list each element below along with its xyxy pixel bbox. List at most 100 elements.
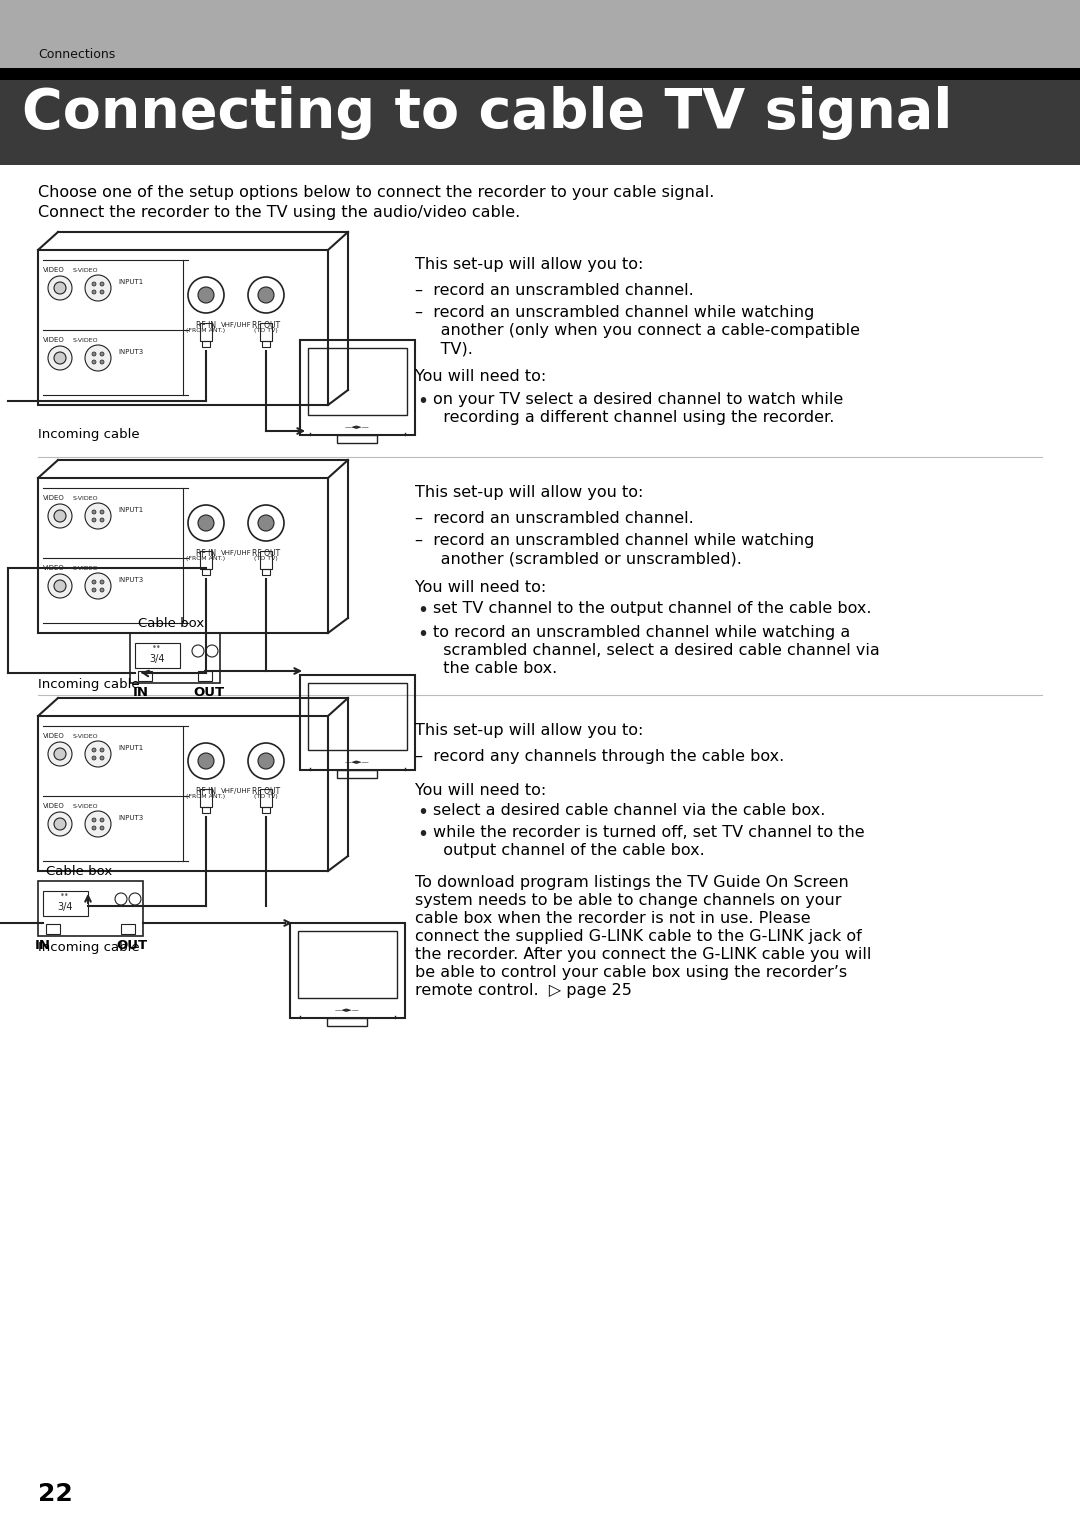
Text: •: •	[417, 626, 428, 644]
Bar	[38, 716, 328, 871]
Bar	[38, 250, 328, 404]
Bar	[130, 633, 220, 684]
Text: –  record an unscrambled channel.: – record an unscrambled channel.	[415, 282, 693, 298]
Circle shape	[92, 517, 96, 522]
Text: VIDEO: VIDEO	[43, 732, 65, 739]
Text: scrambled channel, select a desired cable channel via: scrambled channel, select a desired cabl…	[433, 642, 880, 658]
Circle shape	[100, 353, 104, 356]
Text: INPUT3: INPUT3	[118, 349, 144, 356]
Bar	[327, 1018, 367, 1025]
Text: another (scrambled or unscrambled).: another (scrambled or unscrambled).	[415, 551, 742, 566]
Circle shape	[92, 818, 96, 823]
Bar	[43, 891, 87, 916]
Circle shape	[100, 748, 104, 752]
Circle shape	[92, 360, 96, 365]
Text: OUT: OUT	[193, 687, 225, 699]
Bar	[0, 69, 1080, 79]
Circle shape	[100, 360, 104, 365]
Text: S-VIDEO: S-VIDEO	[73, 496, 98, 501]
Bar	[200, 551, 212, 569]
Text: OUT: OUT	[116, 938, 147, 952]
Text: •: •	[417, 826, 428, 844]
Text: •: •	[417, 601, 428, 620]
Text: TV).: TV).	[415, 340, 473, 356]
Bar	[46, 925, 60, 934]
Text: Connections: Connections	[38, 47, 116, 61]
Circle shape	[258, 752, 274, 769]
Text: ••: ••	[152, 642, 162, 652]
Circle shape	[92, 282, 96, 285]
Bar	[308, 348, 407, 415]
Text: IN: IN	[133, 687, 149, 699]
Text: (TO TV): (TO TV)	[254, 555, 278, 562]
Circle shape	[92, 510, 96, 514]
Circle shape	[198, 287, 214, 304]
Bar	[291, 923, 405, 1018]
Bar	[260, 551, 272, 569]
Text: remote control.  ▷ page 25: remote control. ▷ page 25	[415, 983, 632, 998]
Bar	[337, 771, 377, 778]
Text: RF OUT: RF OUT	[252, 549, 280, 559]
Circle shape	[85, 742, 111, 768]
Circle shape	[48, 504, 72, 528]
Bar	[300, 340, 415, 435]
Text: INPUT3: INPUT3	[118, 815, 144, 821]
Circle shape	[198, 752, 214, 769]
Text: This set-up will allow you to:: This set-up will allow you to:	[415, 485, 644, 501]
Text: (FROM ANT.): (FROM ANT.)	[187, 328, 226, 333]
Circle shape	[85, 345, 111, 371]
Text: system needs to be able to change channels on your: system needs to be able to change channe…	[415, 893, 841, 908]
Text: S-VIDEO: S-VIDEO	[73, 566, 98, 571]
Text: INPUT1: INPUT1	[118, 745, 144, 751]
Text: S-VIDEO: S-VIDEO	[73, 267, 98, 273]
Bar	[300, 674, 415, 771]
Text: VHF/UHF: VHF/UHF	[220, 322, 252, 328]
Text: (TO TV): (TO TV)	[254, 328, 278, 333]
Text: –  record an unscrambled channel while watching: – record an unscrambled channel while wa…	[415, 533, 814, 548]
Circle shape	[54, 282, 66, 295]
Text: cable box when the recorder is not in use. Please: cable box when the recorder is not in us…	[415, 911, 811, 926]
Text: You will need to:: You will need to:	[415, 580, 546, 595]
Text: ••: ••	[60, 891, 70, 899]
Text: INPUT1: INPUT1	[118, 279, 144, 285]
Circle shape	[85, 275, 111, 301]
Circle shape	[85, 572, 111, 600]
Circle shape	[48, 812, 72, 836]
Circle shape	[100, 282, 104, 285]
Text: Choose one of the setup options below to connect the recorder to your cable sign: Choose one of the setup options below to…	[38, 185, 714, 200]
Text: the recorder. After you connect the G-LINK cable you will: the recorder. After you connect the G-LI…	[415, 948, 872, 961]
Circle shape	[48, 276, 72, 301]
Circle shape	[92, 353, 96, 356]
Bar	[0, 79, 1080, 165]
Circle shape	[92, 748, 96, 752]
Text: This set-up will allow you to:: This set-up will allow you to:	[415, 256, 644, 272]
Text: another (only when you connect a cable-compatible: another (only when you connect a cable-c…	[415, 324, 860, 337]
Text: 22: 22	[38, 1482, 72, 1506]
Circle shape	[100, 588, 104, 592]
Text: RF IN: RF IN	[195, 549, 216, 559]
Text: S-VIDEO: S-VIDEO	[73, 804, 98, 809]
Text: RF IN: RF IN	[195, 787, 216, 797]
Bar	[135, 642, 180, 668]
Circle shape	[54, 353, 66, 365]
Text: be able to control your cable box using the recorder’s: be able to control your cable box using …	[415, 964, 847, 980]
Text: 3/4: 3/4	[149, 655, 165, 664]
Circle shape	[85, 504, 111, 530]
Bar	[0, 0, 1080, 69]
Text: You will need to:: You will need to:	[415, 369, 546, 385]
Bar	[202, 569, 210, 575]
Text: VHF/UHF: VHF/UHF	[220, 787, 252, 794]
Text: •: •	[417, 392, 428, 410]
Circle shape	[54, 748, 66, 760]
Text: You will need to:: You will need to:	[415, 783, 546, 798]
Circle shape	[92, 290, 96, 295]
Circle shape	[54, 510, 66, 522]
Bar	[262, 569, 270, 575]
Text: –  record an unscrambled channel.: – record an unscrambled channel.	[415, 511, 693, 526]
Circle shape	[54, 580, 66, 592]
Bar	[202, 807, 210, 813]
Circle shape	[54, 818, 66, 830]
Text: —◄►—: —◄►—	[335, 1007, 360, 1013]
Text: S-VIDEO: S-VIDEO	[73, 734, 98, 739]
Circle shape	[100, 755, 104, 760]
